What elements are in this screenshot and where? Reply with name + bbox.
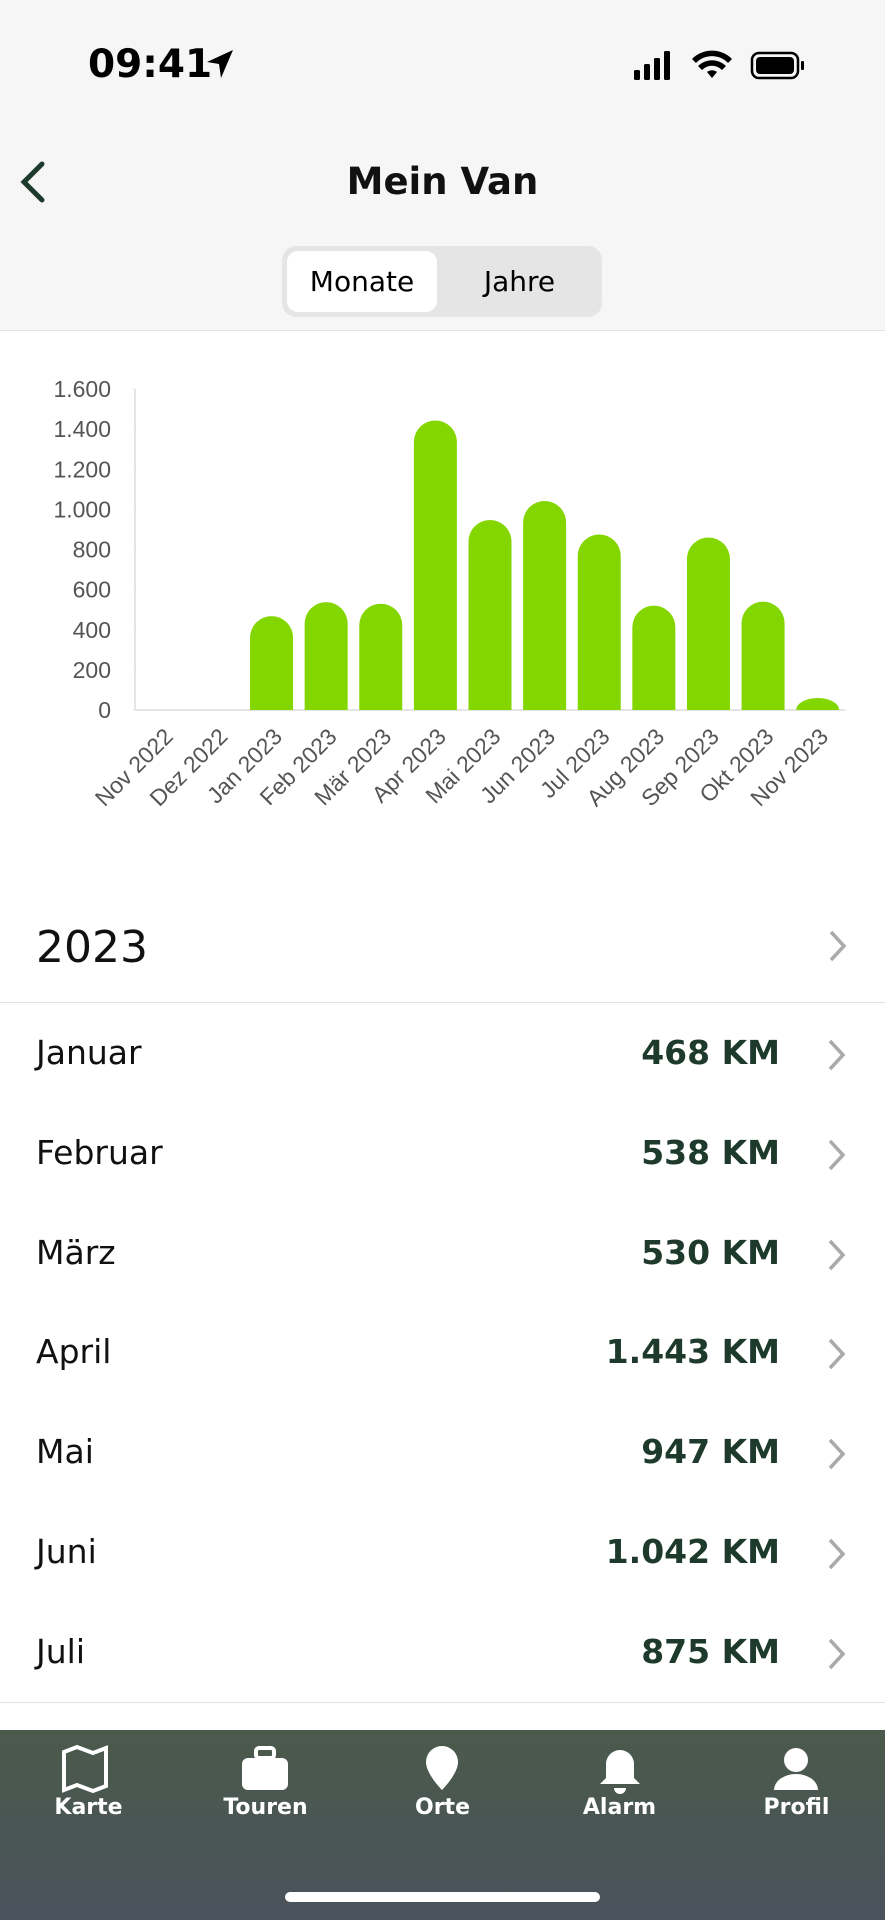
bar bbox=[250, 616, 294, 710]
chevron bbox=[829, 930, 847, 962]
chevron bbox=[828, 1339, 846, 1370]
list-row[interactable]: März 530 KM bbox=[0, 1202, 885, 1304]
month-label: Februar bbox=[36, 1132, 163, 1172]
list-row[interactable]: Mai 947 KM bbox=[0, 1402, 885, 1504]
bar bbox=[741, 601, 785, 710]
month-label: Juli bbox=[36, 1631, 85, 1671]
y-tick-label: 200 bbox=[73, 657, 111, 683]
status-time: 09:41 bbox=[88, 42, 213, 87]
tab-label[interactable]: Karte bbox=[54, 1795, 123, 1820]
distance-value: 468 KM bbox=[641, 1033, 780, 1072]
status-icons bbox=[634, 50, 804, 80]
segment[interactable]: Monate bbox=[287, 251, 437, 312]
month-label: Januar bbox=[36, 1033, 142, 1072]
tab-icons bbox=[62, 1744, 818, 1794]
month-label: März bbox=[36, 1232, 116, 1272]
month-label: April bbox=[36, 1332, 112, 1372]
bar bbox=[796, 697, 840, 710]
bar bbox=[359, 603, 403, 710]
home-indicator bbox=[285, 1892, 600, 1902]
list-row[interactable]: April 1.443 KM bbox=[0, 1302, 885, 1404]
bar bbox=[577, 534, 621, 710]
back-button[interactable] bbox=[14, 160, 54, 205]
list-row[interactable]: Februar 538 KM bbox=[0, 1102, 885, 1204]
bar bbox=[468, 520, 512, 710]
distance-value: 1.443 KM bbox=[605, 1332, 780, 1372]
bar bbox=[632, 605, 676, 710]
year-heading[interactable]: 2023 bbox=[36, 922, 148, 973]
y-tick-label: 800 bbox=[73, 537, 111, 563]
chevron bbox=[828, 1139, 846, 1170]
y-tick-label: 1.200 bbox=[53, 456, 111, 482]
segmented-control: Monate Jahre bbox=[282, 246, 602, 317]
tab-label[interactable]: Orte bbox=[415, 1795, 470, 1820]
distance-value: 530 KM bbox=[641, 1232, 780, 1272]
location-icon bbox=[207, 50, 233, 78]
bar bbox=[304, 602, 348, 710]
y-tick-label: 1.000 bbox=[53, 496, 111, 522]
distance-value: 947 KM bbox=[641, 1432, 780, 1472]
y-tick-label: 1.600 bbox=[53, 376, 111, 402]
bar bbox=[686, 537, 730, 710]
segment[interactable]: Jahre bbox=[483, 265, 556, 298]
month-label: Juni bbox=[36, 1532, 97, 1571]
y-tick-label: 600 bbox=[73, 577, 111, 603]
divider bbox=[0, 1002, 885, 1003]
distance-value: 875 KM bbox=[641, 1631, 780, 1671]
chevron bbox=[828, 1039, 846, 1071]
y-tick-label: 0 bbox=[98, 697, 111, 723]
tab-label[interactable]: Profil bbox=[763, 1795, 830, 1820]
tab-label[interactable]: Touren bbox=[223, 1795, 308, 1820]
chevron bbox=[828, 1638, 846, 1669]
chevron bbox=[828, 1239, 846, 1270]
list-row[interactable]: Juli 875 KM bbox=[0, 1601, 885, 1703]
bar bbox=[523, 500, 567, 710]
chevron bbox=[828, 1538, 846, 1570]
y-tick-label: 1.400 bbox=[53, 416, 111, 442]
tab-label[interactable]: Alarm bbox=[582, 1795, 657, 1820]
bar bbox=[413, 420, 457, 710]
month-label: Mai bbox=[36, 1432, 94, 1472]
list-row[interactable]: Juni 1.042 KM bbox=[0, 1502, 885, 1603]
page-title: Mein Van bbox=[346, 160, 539, 203]
list-row[interactable]: Januar 468 KM bbox=[0, 1003, 885, 1104]
distance-value: 538 KM bbox=[641, 1132, 780, 1172]
y-tick-label: 400 bbox=[73, 617, 111, 643]
chevron bbox=[828, 1438, 846, 1470]
distance-value: 1.042 KM bbox=[605, 1532, 780, 1571]
